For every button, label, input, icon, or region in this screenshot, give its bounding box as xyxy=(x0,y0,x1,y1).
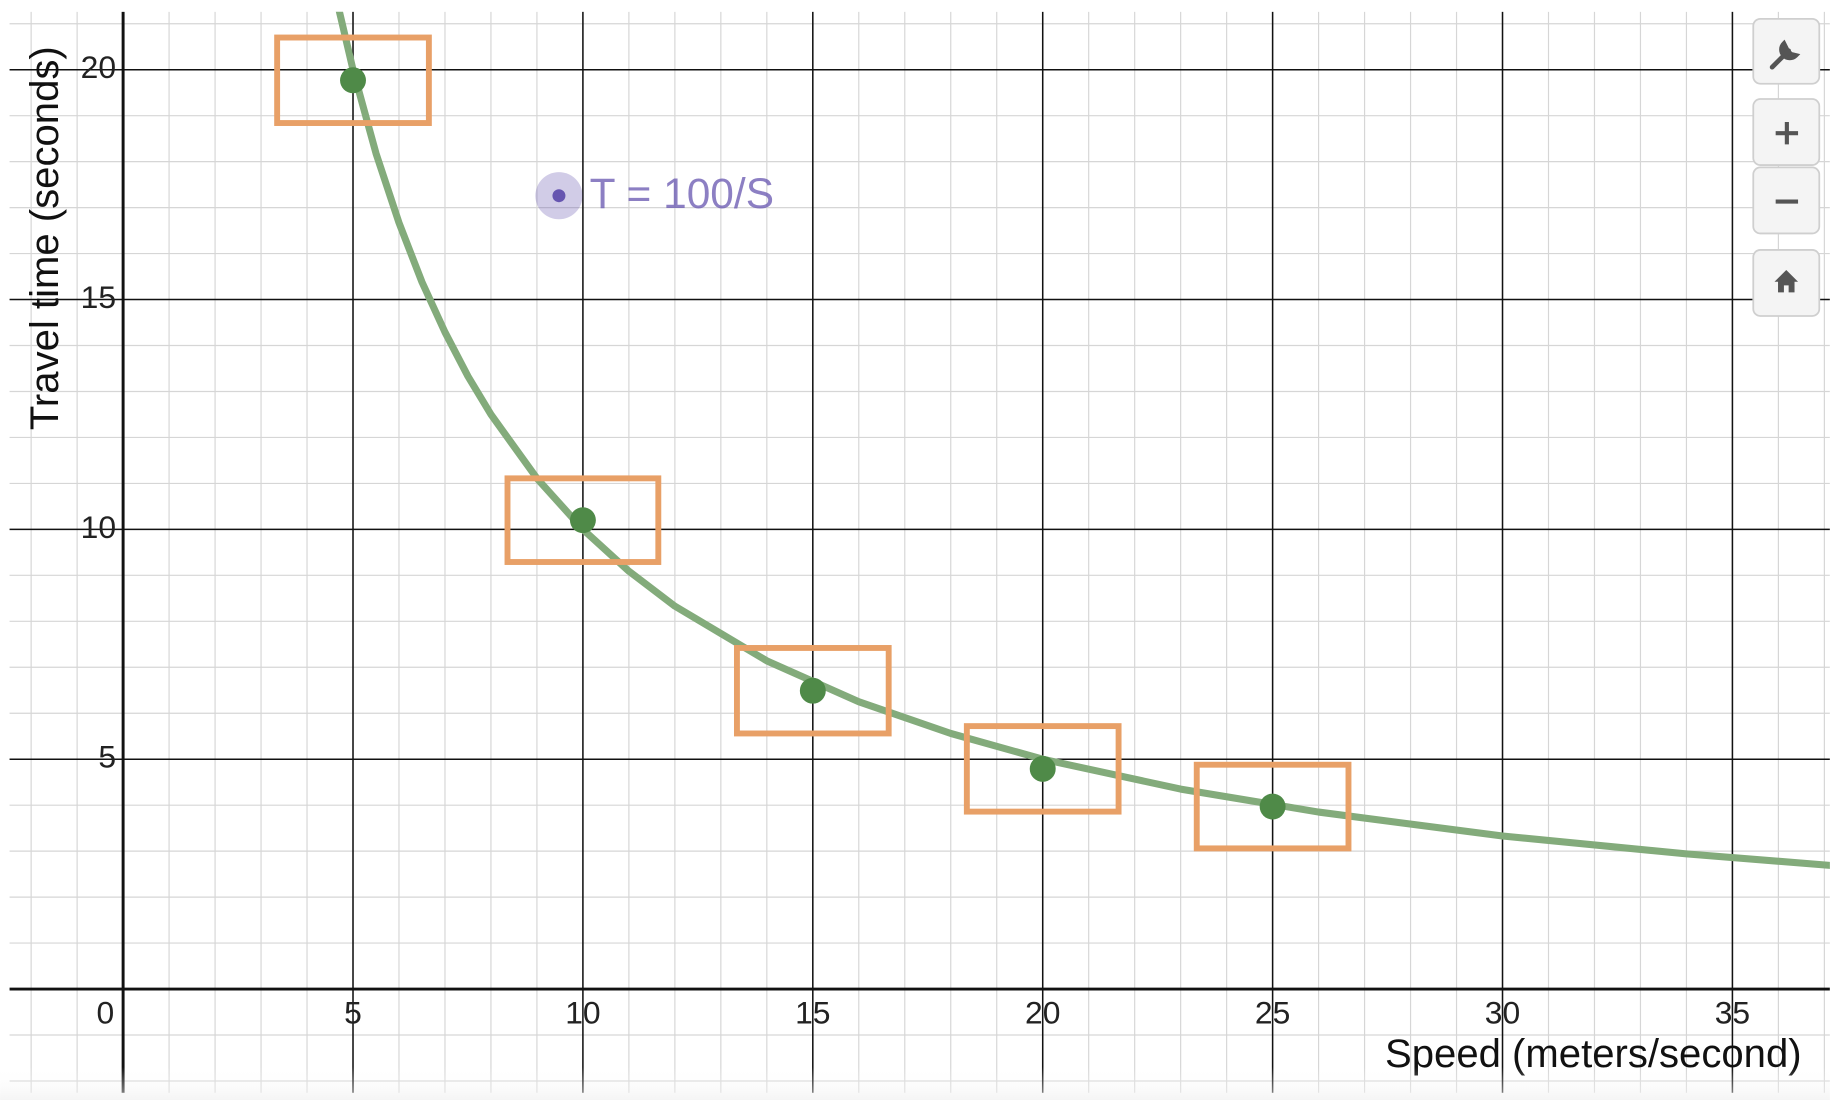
x-tick-label: 5 xyxy=(344,994,362,1030)
error-box xyxy=(733,645,892,737)
point xyxy=(1029,755,1056,782)
plot xyxy=(274,11,1830,869)
x-tick-label: 35 xyxy=(1715,994,1750,1030)
zoom-out-button[interactable] xyxy=(1752,166,1821,235)
error-box xyxy=(274,34,432,126)
bottom-fade xyxy=(0,1066,1830,1100)
point xyxy=(1259,793,1286,820)
error-box xyxy=(963,723,1122,815)
x-tick-label: 30 xyxy=(1485,994,1520,1030)
labels: 0 5 10 15 20 25 30 35 5 10 15 20 T = 100/S xyxy=(81,49,1750,1030)
grid xyxy=(9,11,1830,1093)
point xyxy=(569,507,596,534)
x-tick-label: 20 xyxy=(1025,994,1060,1030)
y-tick-label: 20 xyxy=(81,49,116,85)
home-button[interactable] xyxy=(1752,249,1821,317)
x-tick-label: 0 xyxy=(97,994,115,1030)
zoom-in-button[interactable] xyxy=(1752,98,1821,166)
settings-button[interactable] xyxy=(1752,17,1821,85)
x-tick-label: 25 xyxy=(1255,994,1290,1030)
point xyxy=(799,677,826,704)
y-tick-label: 15 xyxy=(81,279,116,315)
x-tick-label: 10 xyxy=(565,994,600,1030)
error-box xyxy=(504,475,662,565)
error-box xyxy=(1193,761,1352,852)
y-tick-label: 10 xyxy=(81,509,116,545)
point xyxy=(340,67,366,94)
y-tick-label: 5 xyxy=(98,739,116,775)
label-dot xyxy=(552,189,566,203)
y-axis-title: Travel time (seconds) xyxy=(23,46,67,430)
toolbar xyxy=(1752,17,1821,317)
x-tick-label: 15 xyxy=(795,994,830,1030)
curve-label: T = 100/S xyxy=(590,170,774,217)
